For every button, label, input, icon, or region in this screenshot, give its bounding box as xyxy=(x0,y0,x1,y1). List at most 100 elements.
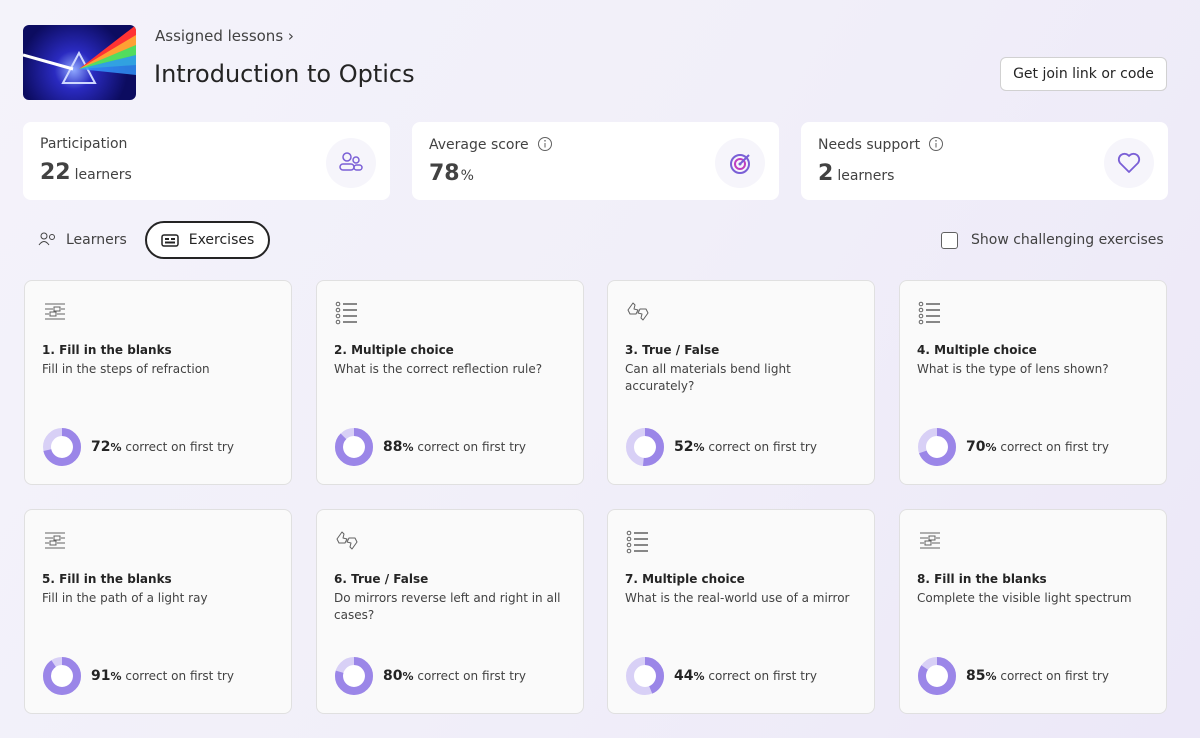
stat-number: 22 xyxy=(40,160,71,185)
join-button[interactable]: Get join link or code xyxy=(1000,57,1167,91)
exercise-card[interactable]: 6. True / False Do mirrors reverse left a… xyxy=(316,509,584,714)
exercise-description: Complete the visible light spectrum xyxy=(917,591,1132,605)
score-text: 70% correct on first try xyxy=(966,439,1109,455)
exercise-card[interactable]: 4. Multiple choice What is the type of le… xyxy=(899,280,1167,485)
exercise-card[interactable]: 1. Fill in the blanks Fill in the steps o… xyxy=(24,280,292,485)
donut xyxy=(918,657,956,695)
exercise-card[interactable]: 7. Multiple choice What is the real-world… xyxy=(607,509,875,714)
score-caption: correct on first try xyxy=(417,669,526,683)
stat-value: 22 learners xyxy=(40,160,373,185)
breadcrumb-text[interactable]: Assigned lessons xyxy=(155,27,284,45)
score-text: 72% correct on first try xyxy=(91,439,234,455)
score-unit: % xyxy=(402,441,414,454)
score-caption: correct on first try xyxy=(417,440,526,454)
exercise-title: 1. Fill in the blanks xyxy=(42,343,172,357)
tab-icon xyxy=(38,232,55,246)
donut-arc xyxy=(626,428,664,466)
checkbox[interactable] xyxy=(941,232,958,249)
checkbox-label[interactable]: Show challenging exercises xyxy=(971,232,1164,248)
stat-unit: learners xyxy=(837,168,895,184)
exercise-icon xyxy=(45,303,65,320)
lesson-thumbnail xyxy=(23,25,136,100)
breadcrumb[interactable]: Assigned lessons › xyxy=(155,27,294,45)
stat-icon xyxy=(715,138,765,188)
score-value: 72 xyxy=(91,439,111,455)
learners-tab[interactable]: Learners xyxy=(38,232,127,248)
exercise-description: Fill in the path of a light ray xyxy=(42,591,208,605)
score-value: 52 xyxy=(674,439,694,455)
donut-arc xyxy=(335,657,373,695)
score-caption: correct on first try xyxy=(708,440,817,454)
score-unit: % xyxy=(693,670,705,683)
tab-label[interactable]: Exercises xyxy=(188,232,255,248)
stat-card: Needs support 2 learners xyxy=(801,122,1168,200)
score-value: 88 xyxy=(383,439,403,455)
icon xyxy=(730,154,750,174)
score-caption: correct on first try xyxy=(125,669,234,683)
tab-icon xyxy=(160,233,179,247)
score-text: 52% correct on first try xyxy=(674,439,817,455)
exercise-icon xyxy=(335,301,357,325)
donut xyxy=(43,428,81,466)
exercise-description: Fill in the steps of refraction xyxy=(42,362,210,376)
score-text: 85% correct on first try xyxy=(966,668,1109,684)
stat-value: 2 learners xyxy=(818,161,1151,186)
score-unit: % xyxy=(110,441,122,454)
score-unit: % xyxy=(693,441,705,454)
stat-card: Participation 22 learners xyxy=(23,122,390,200)
score-text: 44% correct on first try xyxy=(674,668,817,684)
exercise-card[interactable]: 2. Multiple choice What is the correct re… xyxy=(316,280,584,485)
exercise-description: What is the type of lens shown? xyxy=(917,362,1109,376)
score-unit: % xyxy=(110,670,122,683)
stat-icon xyxy=(1104,138,1154,188)
stat-label: Needs support xyxy=(818,136,1151,153)
exercise-card[interactable]: 5. Fill in the blanks Fill in the path of… xyxy=(24,509,292,714)
donut xyxy=(335,657,373,695)
exercise-card[interactable]: 3. True / False Can all materials bend li… xyxy=(607,280,875,485)
exercise-description: What is the correct reflection rule? xyxy=(334,362,543,376)
donut xyxy=(626,657,664,695)
tab-label[interactable]: Learners xyxy=(66,232,127,248)
donut-arc xyxy=(626,657,664,695)
exercise-icon xyxy=(45,532,65,549)
score-unit: % xyxy=(985,670,997,683)
stat-label-text: Needs support xyxy=(818,137,921,153)
info-icon xyxy=(537,137,552,151)
exercise-description: What is the real-world use of a mirror xyxy=(625,591,850,605)
exercise-title: 5. Fill in the blanks xyxy=(42,572,172,586)
score-value: 70 xyxy=(966,439,986,455)
donut-arc xyxy=(918,428,956,466)
exercise-icon xyxy=(918,301,940,325)
stat-unit: % xyxy=(460,168,474,184)
exercise-title: 8. Fill in the blanks xyxy=(917,572,1047,586)
exercise-title: 4. Multiple choice xyxy=(917,343,1037,357)
exercise-description: Can all materials bend light accurately? xyxy=(625,362,791,393)
exercise-icon xyxy=(920,532,940,549)
donut xyxy=(626,428,664,466)
score-value: 44 xyxy=(674,668,694,684)
donut xyxy=(335,428,373,466)
donut xyxy=(918,428,956,466)
stat-label-text: Average score xyxy=(429,137,529,153)
exercises-tab[interactable]: Exercises xyxy=(145,221,270,259)
score-value: 85 xyxy=(966,668,986,684)
exercise-title: 2. Multiple choice xyxy=(334,343,454,357)
donut-arc xyxy=(335,428,373,466)
exercise-icon xyxy=(336,531,358,550)
exercise-card[interactable]: 8. Fill in the blanks Complete the visibl… xyxy=(899,509,1167,714)
score-unit: % xyxy=(985,441,997,454)
stat-label: Participation xyxy=(40,136,373,152)
stat-value: 78% xyxy=(429,161,762,186)
score-text: 88% correct on first try xyxy=(383,439,526,455)
exercise-icon xyxy=(626,530,648,554)
donut-arc xyxy=(918,657,956,695)
donut-arc xyxy=(43,428,81,466)
exercise-title: 6. True / False xyxy=(334,572,429,586)
score-unit: % xyxy=(402,670,414,683)
exercise-icon xyxy=(627,302,649,321)
score-caption: correct on first try xyxy=(1000,440,1109,454)
stat-icon xyxy=(326,138,376,188)
donut xyxy=(43,657,81,695)
score-caption: correct on first try xyxy=(125,440,234,454)
